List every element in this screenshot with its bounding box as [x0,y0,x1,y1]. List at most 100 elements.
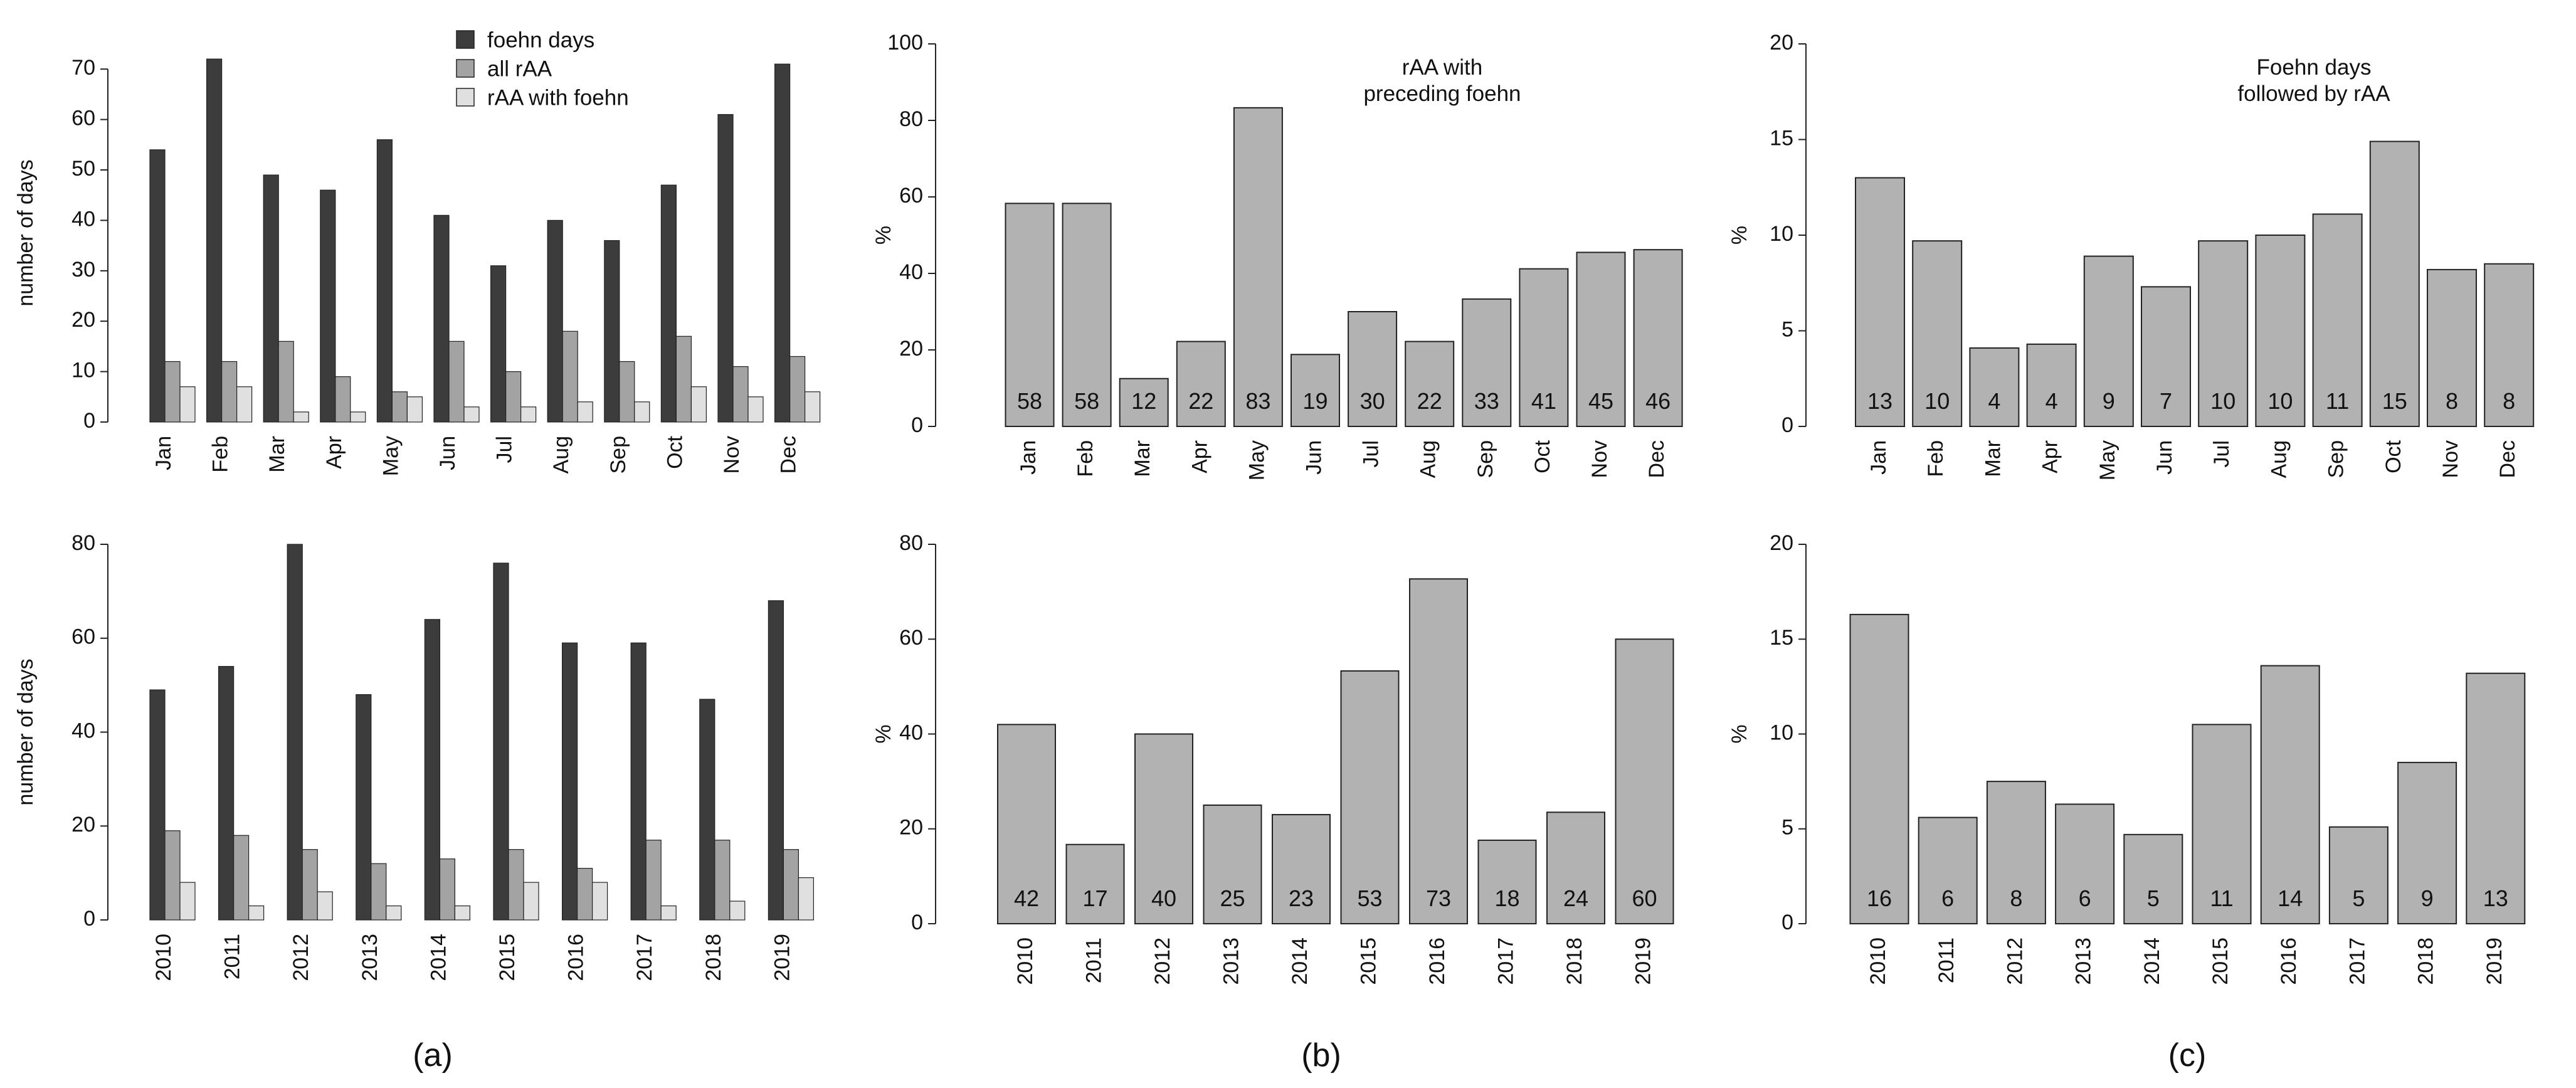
chart-c-bottom-xtick-label: 2011 [1935,937,1958,983]
chart-a-top-bar-s2-Sep [634,401,650,423]
chart-c-top-xtick-label: Jun [2153,440,2177,475]
chart-a-top-bar-s1-Feb [221,361,238,423]
chart-c-bottom-xtick-label: 2012 [2003,937,2027,985]
chart-a-top-bar-s1-Oct [675,335,692,423]
chart-b-top-ytick-label: 80 [899,107,923,131]
chart-a-top-bar-s2-Mar [293,411,309,423]
chart-a-top-bar-s2-Oct [690,386,707,423]
chart-a-top-xtick-label: Jan [152,436,176,470]
chart-c-top-xtick-label: Nov [2439,440,2463,478]
chart-a-top-legend-swatch-0 [456,30,475,49]
chart-a-bottom-xtick-label: 2017 [633,934,657,981]
chart-b-top-data-label: 12 [1131,388,1156,414]
chart-b-top-bar-Jul [1348,311,1398,427]
chart-a-bottom-xtick-label: 2018 [702,934,726,981]
chart-a-bottom-bar-s2-2017 [660,905,677,921]
chart-c-top-data-label: 15 [2382,388,2407,414]
chart-b-bottom-ytick-label: 40 [899,721,923,744]
chart-b-top-bar-Aug [1405,341,1455,428]
chart-c-top-data-label: 11 [2326,388,2349,414]
chart-c-top-bar-Oct [2369,140,2420,428]
chart-b-top-xtick-label: Aug [1417,440,1440,478]
chart-c-top-bar-Dec [2484,263,2535,427]
chart-b-top-bar-Dec [1633,249,1683,427]
chart-a-bottom-xtick-label: 2010 [152,934,176,981]
chart-a-bottom-ytick-label: 20 [71,813,95,837]
chart-a-top-bar-s2-Feb [236,386,253,423]
chart-c-top-xtick-label: Dec [2496,440,2520,478]
chart-c-top-xtick-label: Feb [1924,440,1948,477]
chart-b-bottom-xtick-label: 2011 [1082,937,1106,983]
chart-c-bottom-xtick-label: 2018 [2414,937,2438,985]
chart-b-bottom-xtick-label: 2017 [1494,937,1518,985]
chart-a-top-legend-label: foehn days [487,28,594,52]
chart-c-top-bar-Apr [2026,343,2077,427]
chart-a-top-bar-s2-Dec [804,391,821,423]
chart-a-top-bar-s1-Jan [164,361,181,423]
chart-a-top-legend-swatch-2 [456,88,475,107]
chart-b-top-ytick-label: 0 [911,413,923,437]
chart-c-top-annotation: followed by rAA [2237,82,2390,106]
chart-b-bottom-xtick-label: 2010 [1013,937,1037,985]
chart-b-top-bar-Sep [1462,298,1512,427]
chart-a-top-bar-s0-May [376,139,393,423]
chart-a-bottom-bar-s1-2014 [439,858,456,921]
chart-c-top-xtick-label: Mar [1981,440,2005,477]
chart-b-bottom-xtick-label: 2019 [1631,937,1655,985]
chart-c-bottom-ytick-label: 0 [1782,911,1793,934]
chart-a-bottom-bar-s1-2010 [164,830,181,921]
chart-a-top-ytick-label: 10 [71,359,95,383]
chart-a-bottom-xtick-label: 2015 [495,934,519,981]
chart-b-top-xtick-label: Jul [1359,440,1383,467]
chart-c-top-data-label: 8 [2503,388,2515,414]
chart-a-top-bar-s1-Apr [335,376,351,423]
chart-a-top-ytick-label: 0 [83,409,95,433]
chart-b-bottom-data-label: 18 [1494,885,1519,911]
chart-a-bottom-bar-s2-2018 [729,901,746,921]
panel-label-a: (a) [413,1037,453,1074]
chart-a-bottom-xtick-label: 2016 [564,934,588,981]
chart-a-top-bar-s0-Mar [263,174,279,423]
chart-a-top-bar-s1-Mar [278,341,294,423]
chart-a-top-bar-s1-May [391,391,408,423]
chart-b-top-bar-Mar [1119,378,1169,427]
chart-c-bottom-bar-2019 [2466,672,2526,924]
chart-c-bottom-xtick-label: 2014 [2140,937,2164,985]
chart-a-top-xtick-label: Oct [663,435,687,468]
chart-c-bottom-bar-2012 [1986,781,2046,924]
chart-a-bottom-ylabel: number of days [14,658,38,805]
chart-b-top-bar-Nov [1576,251,1626,427]
chart-a-top-ytick-label: 60 [71,107,95,130]
chart-a-top-ytick-label: 40 [71,207,95,231]
chart-a-top-xtick-label: Aug [549,436,573,474]
chart-a-top-bar-s0-Oct [660,184,677,423]
chart-c-bottom-ytick-label: 15 [1770,626,1793,650]
chart-b-bottom-data-label: 42 [1014,885,1039,911]
chart-b-bottom-ytick-label: 20 [899,816,923,840]
chart-a-bottom-ytick-label: 40 [71,719,95,742]
chart-c-bottom-data-label: 5 [2352,885,2365,911]
chart-a-top-bar-s0-Apr [320,189,336,423]
chart-b-bottom-xtick-label: 2014 [1288,937,1312,985]
chart-a-bottom-bar-s0-2012 [287,544,303,921]
chart-c-top-ytick-label: 10 [1770,222,1793,246]
chart-b-bottom-data-label: 25 [1220,885,1245,911]
chart-c-top-xtick-label: Sep [2325,440,2348,478]
chart-a-top-ytick-label: 70 [71,56,95,80]
chart-c-top-ytick-label: 15 [1770,126,1793,150]
chart-a-bottom-xtick-label: 2011 [221,934,245,980]
chart-c-bottom-data-label: 9 [2421,885,2434,911]
chart-a-top-legend-swatch-1 [456,59,475,78]
chart-a-bottom-xtick-label: 2012 [289,934,313,981]
chart-b-top-bar-May [1233,107,1283,427]
chart-c-bottom-xtick-label: 2010 [1866,937,1890,985]
chart-b-bottom-data-label: 60 [1632,885,1657,911]
chart-b-top-ylabel: % [872,226,895,245]
chart-b-top-xtick-label: Feb [1074,440,1097,477]
chart-b-top-xtick-label: Oct [1531,440,1555,473]
chart-c-top-xtick-label: Apr [2039,440,2062,473]
chart-a-top-xtick-label: Sep [606,436,630,474]
chart-c-top-ytick-label: 20 [1770,31,1793,55]
chart-b-top-bar-Feb [1062,203,1112,427]
chart-b-bottom-ytick-label: 80 [899,531,923,555]
